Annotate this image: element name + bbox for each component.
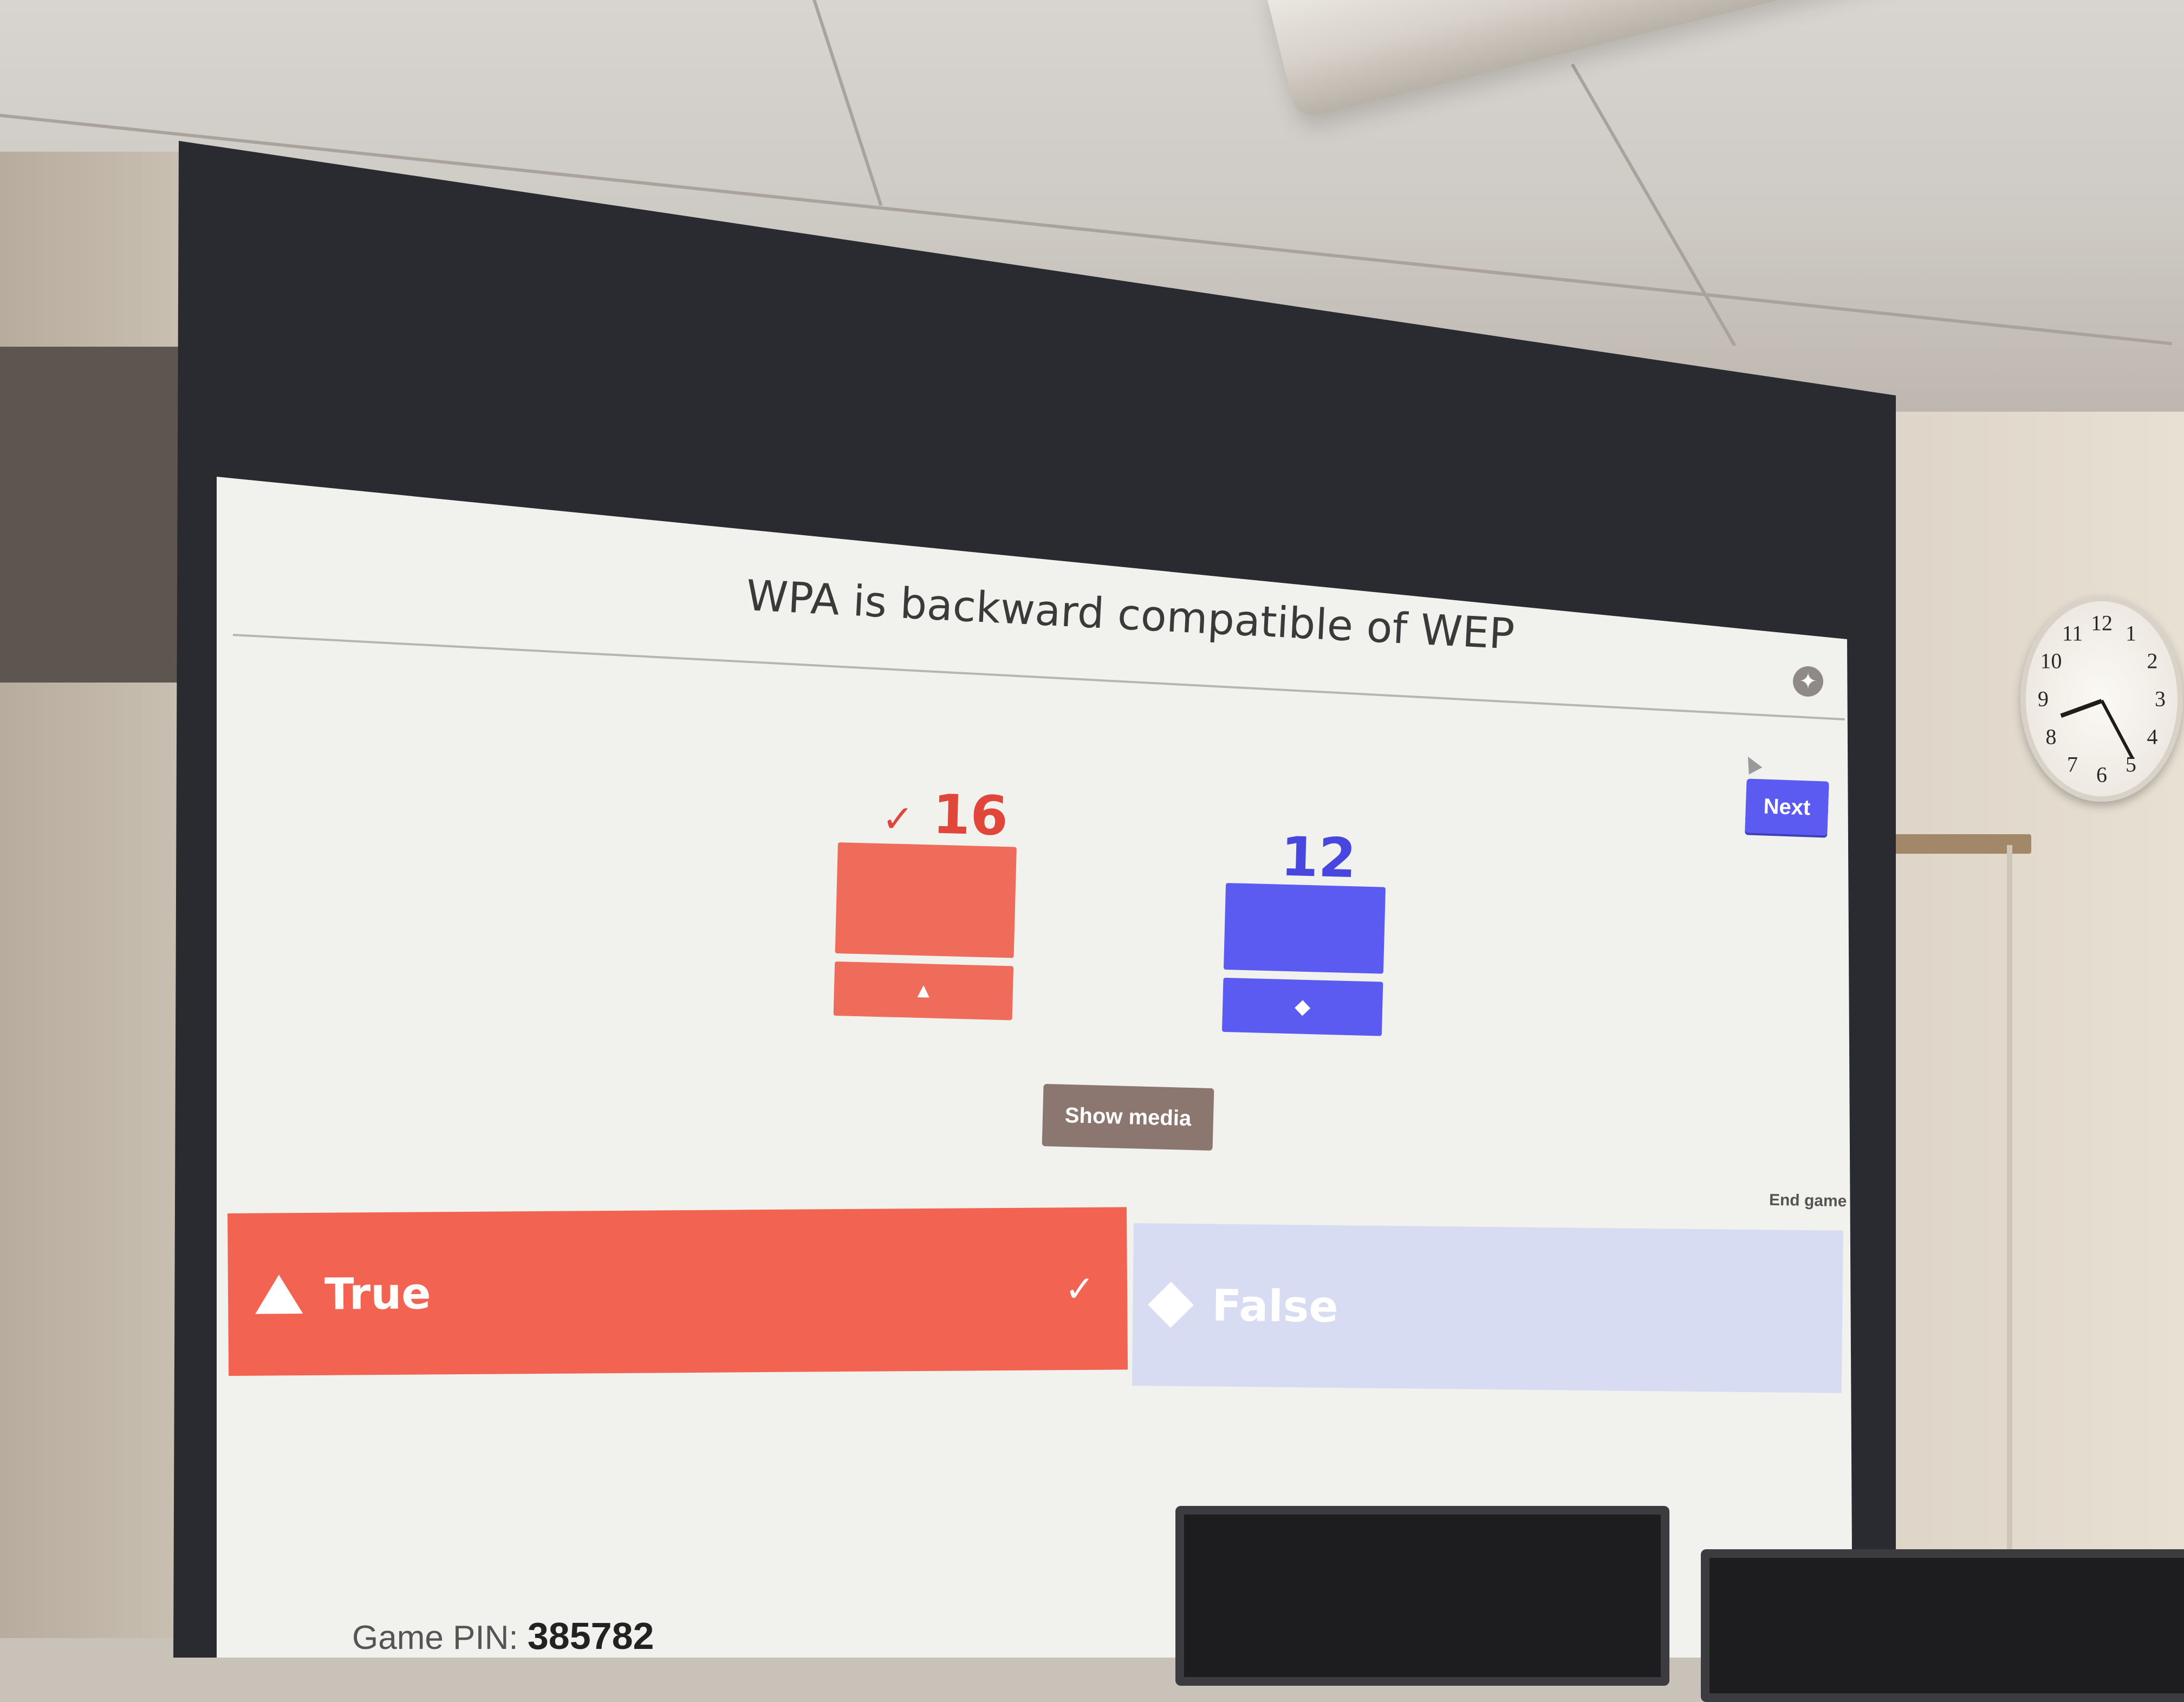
wall-clock: 12 12 3 45678 9 1011 bbox=[2020, 596, 2183, 802]
result-bar-true: ✓ 16 ▲ bbox=[834, 780, 1024, 1012]
clock-numeral: 3 bbox=[2155, 686, 2166, 712]
clock-numeral: 9 bbox=[2038, 686, 2049, 712]
result-count-true: ✓ 16 bbox=[881, 781, 1009, 848]
projector-screen: WPA is backward compatible of WEP ✦ Next… bbox=[217, 477, 1852, 1658]
mouse-cursor-icon bbox=[1741, 753, 1763, 775]
show-media-button[interactable]: Show media bbox=[1042, 1084, 1214, 1151]
clock-hour-hand bbox=[2060, 699, 2102, 718]
kahoot-results-view: WPA is backward compatible of WEP ✦ Next… bbox=[217, 477, 1852, 1658]
answer-false: False bbox=[1132, 1223, 1843, 1393]
settings-button[interactable]: ✦ bbox=[1793, 666, 1823, 697]
ceiling-tile-seam bbox=[812, 0, 882, 206]
result-bar-fill-true bbox=[835, 842, 1017, 958]
left-wall-shadow bbox=[0, 347, 184, 683]
game-pin-value: 385782 bbox=[528, 1615, 654, 1657]
clock-numeral: 1 bbox=[2126, 620, 2136, 646]
settings-icon: ✦ bbox=[1799, 670, 1817, 693]
result-bar-tab-false: ◆ bbox=[1222, 978, 1383, 1036]
clock-numeral: 12 bbox=[2091, 610, 2112, 636]
wall-pole bbox=[2007, 845, 2012, 1638]
clock-minute-hand bbox=[2100, 700, 2134, 759]
result-count-value: 16 bbox=[932, 783, 1009, 848]
triangle-icon: ▲ bbox=[913, 979, 934, 1003]
clock-numeral: 2 bbox=[2147, 648, 2158, 674]
clock-numeral: 11 bbox=[2062, 620, 2083, 646]
correct-check-icon: ✓ bbox=[881, 796, 914, 842]
game-pin: Game PIN: 385782 bbox=[352, 1614, 654, 1658]
diamond-icon: ◆ bbox=[1295, 995, 1311, 1018]
clock-numeral: 5 bbox=[2126, 752, 2136, 777]
result-count-false: 12 bbox=[1280, 825, 1357, 891]
answer-true-label: True bbox=[324, 1268, 431, 1319]
foreground-monitor bbox=[1701, 1549, 2184, 1702]
result-bar-tab-true: ▲ bbox=[834, 962, 1014, 1021]
ceiling-tile-seam bbox=[1571, 63, 1736, 347]
result-bar-false: 12 ◆ bbox=[1222, 823, 1395, 1044]
clock-numeral: 6 bbox=[2096, 762, 2107, 788]
answer-true: True ✓ bbox=[227, 1207, 1128, 1376]
clock-numeral: 7 bbox=[2067, 752, 2078, 777]
title-divider bbox=[233, 634, 1845, 720]
clock-numeral: 10 bbox=[2040, 648, 2062, 674]
answer-false-label: False bbox=[1212, 1280, 1338, 1331]
clock-numeral: 4 bbox=[2147, 724, 2158, 750]
next-button[interactable]: Next bbox=[1745, 778, 1829, 835]
diamond-icon bbox=[1148, 1282, 1194, 1328]
foreground-monitor bbox=[1175, 1506, 1669, 1686]
check-icon: ✓ bbox=[1064, 1268, 1095, 1309]
result-bar-fill-false bbox=[1224, 883, 1386, 974]
right-wall bbox=[1863, 412, 2184, 1638]
clock-numeral: 8 bbox=[2045, 724, 2056, 750]
end-game-link[interactable]: End game bbox=[1769, 1191, 1847, 1211]
triangle-icon bbox=[255, 1275, 303, 1314]
